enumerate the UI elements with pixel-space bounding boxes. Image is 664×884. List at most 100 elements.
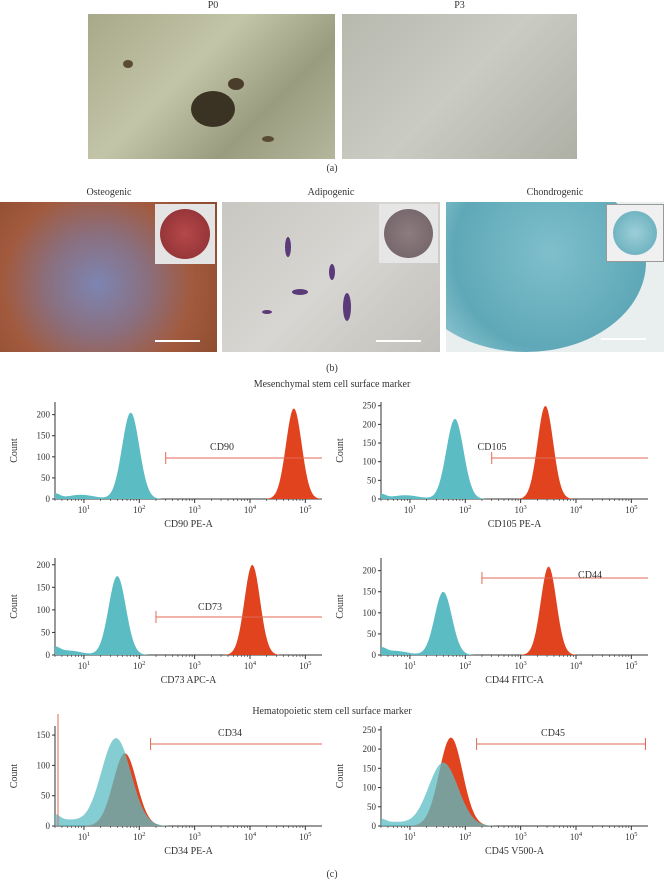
x-tick-label: 102 [459,660,471,671]
y-axis-label: Count [335,594,346,619]
x-tick-label: 102 [133,660,145,671]
isotype-histogram [381,591,648,655]
y-axis-label: Count [9,594,20,619]
isotype-histogram [55,576,322,655]
y-tick-label: 0 [372,650,377,660]
panel-c-caption: (c) [326,869,338,880]
x-tick-label: 103 [515,831,527,842]
x-tick-label: 105 [625,660,637,671]
p0-micrograph-svg [123,60,274,142]
y-tick-label: 200 [37,560,51,570]
isotype-histogram [55,738,322,826]
adipogenic-dish-inset [379,204,438,263]
y-tick-label: 0 [372,821,377,831]
y-tick-label: 0 [46,821,51,831]
y-tick-label: 150 [37,730,51,740]
y-axis-label: Count [9,764,20,789]
x-tick-label: 102 [133,831,145,842]
y-tick-label: 150 [363,763,377,773]
x-tick-label: 103 [515,504,527,515]
chondrogenic-micrograph [446,202,664,352]
y-tick-label: 100 [363,783,377,793]
scale-bar [155,340,200,342]
x-tick-label: 101 [78,660,90,671]
gate-label: CD34 [218,728,242,739]
isotype-histogram [55,412,322,499]
gate-label: CD45 [541,728,565,739]
x-tick-label: 104 [570,504,583,515]
adipogenic-dish [384,209,433,258]
y-axis-label: Count [9,438,20,463]
adipogenic-label: Adipogenic [307,187,355,198]
x-tick-label: 104 [244,504,257,515]
x-tick-label: 103 [515,660,527,671]
x-axis-label: CD105 PE-A [488,519,542,530]
x-tick-label: 105 [625,504,637,515]
y-tick-label: 50 [367,475,377,485]
hsc-section-title: Hematopoietic stem cell surface marker [252,706,412,717]
gate-label: CD90 [210,442,234,453]
y-tick-label: 100 [37,452,51,462]
y-tick-label: 150 [37,431,51,441]
p3-label: P3 [454,0,465,11]
y-tick-label: 150 [363,587,377,597]
y-axis-label: Count [335,438,346,463]
adipogenic-micrograph-svg [262,237,351,321]
y-tick-label: 50 [41,473,51,483]
y-tick-label: 200 [363,744,377,754]
x-axis-label: CD73 APC-A [161,675,218,686]
y-tick-label: 0 [46,494,51,504]
y-tick-label: 250 [363,725,377,735]
scale-bar [376,340,421,342]
x-tick-label: 104 [570,660,583,671]
x-axis-label: CD45 V500-A [485,846,545,857]
chondrogenic-inset [606,204,664,262]
y-tick-label: 50 [41,791,51,801]
y-tick-label: 50 [367,802,377,812]
gate-label: CD73 [198,602,222,613]
msc-section-title: Mesenchymal stem cell surface marker [253,379,411,390]
y-tick-label: 50 [367,629,377,639]
chondrogenic-label: Chondrogenic [526,187,584,198]
x-tick-label: 104 [570,831,583,842]
panel-b-caption: (b) [326,363,338,374]
osteogenic-dish-inset [155,204,215,264]
x-tick-label: 103 [189,504,201,515]
marker-histogram [55,408,322,499]
marker-histogram [55,564,322,655]
x-tick-label: 105 [299,660,311,671]
y-tick-label: 50 [41,627,51,637]
y-tick-label: 100 [363,457,377,467]
x-tick-label: 102 [133,504,145,515]
x-tick-label: 102 [459,504,471,515]
x-tick-label: 101 [78,831,90,842]
x-tick-label: 101 [404,831,416,842]
panel-a-caption: (a) [326,163,338,174]
x-axis-label: CD90 PE-A [164,519,213,530]
y-tick-label: 100 [363,608,377,618]
x-tick-label: 103 [189,660,201,671]
scale-bar [601,338,646,340]
x-tick-label: 105 [299,831,311,842]
osteogenic-micrograph [0,202,217,352]
x-tick-label: 105 [299,504,311,515]
y-tick-label: 0 [372,494,377,504]
y-tick-label: 100 [37,760,51,770]
adipogenic-micrograph [222,202,440,352]
y-tick-label: 150 [363,438,377,448]
x-axis-label: CD44 FITC-A [485,675,544,686]
marker-histogram [381,405,648,499]
isotype-histogram [381,762,648,826]
y-axis-label: Count [335,764,346,789]
x-tick-label: 101 [78,504,90,515]
y-tick-label: 150 [37,582,51,592]
x-tick-label: 104 [244,831,257,842]
osteogenic-dish [160,209,210,259]
y-tick-label: 200 [363,419,377,429]
y-tick-label: 100 [37,605,51,615]
chondrogenic-pellet [613,211,657,255]
y-tick-label: 200 [363,566,377,576]
x-tick-label: 104 [244,660,257,671]
osteogenic-label: Osteogenic [86,187,132,198]
